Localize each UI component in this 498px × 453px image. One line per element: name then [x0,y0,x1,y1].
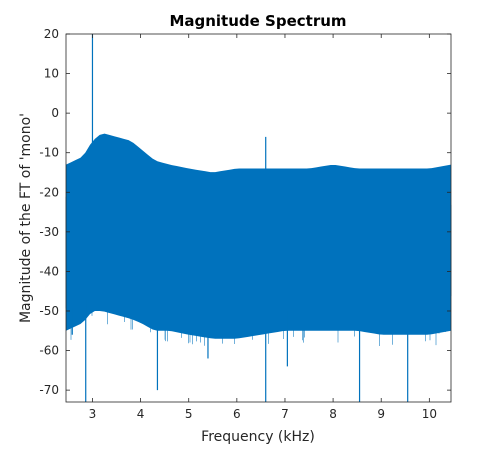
x-tick-label: 10 [422,407,437,421]
y-tick-label: 0 [51,106,59,120]
y-tick-label: -60 [39,344,59,358]
y-tick-label: -20 [39,185,59,199]
axes-box [65,33,452,403]
series-layer [65,34,452,402]
y-tick-label: 20 [44,27,59,41]
x-tick-label: 8 [329,407,337,421]
x-tick-label: 4 [137,407,145,421]
x-tick-label: 6 [233,407,241,421]
x-axis-label: Frequency (kHz) [201,429,315,445]
y-tick-label: -10 [39,146,59,160]
y-axis-label: Magnitude of the FT of 'mono' [18,113,34,323]
y-tick-label: -30 [39,225,59,239]
x-tick-label: 5 [185,407,193,421]
x-tick-label: 9 [377,407,385,421]
spectrum-core-band [66,133,451,339]
ticks-layer: 3 4 5 6 7 8 9 10 20 10 0 -10 -20 -30 -40 -50 -60 -70 [39,27,451,421]
y-tick-label: -70 [39,383,59,397]
x-tick-label: 3 [89,407,97,421]
y-tick-label: -50 [39,304,59,318]
y-tick-label: -40 [39,264,59,278]
y-tick-label: 10 [44,67,59,81]
x-tick-label: 7 [281,407,289,421]
chart-title: Magnitude Spectrum [169,12,346,30]
